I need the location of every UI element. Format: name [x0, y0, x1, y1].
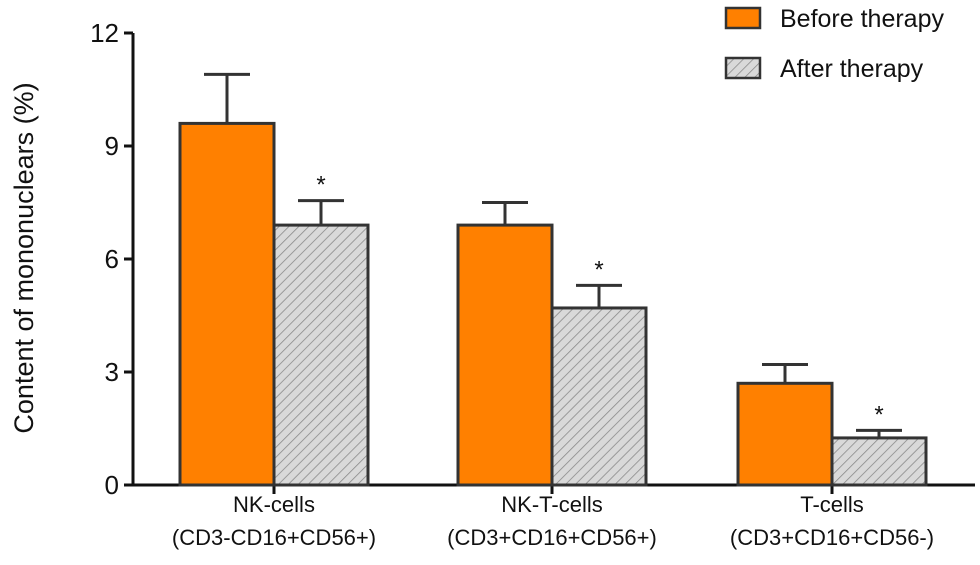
x-tick-sublabel: (CD3-CD16+CD56+) [172, 525, 376, 550]
bar-before [456, 223, 554, 487]
x-tick-label: T-cells [800, 492, 864, 517]
y-axis-label: Content of mononuclears (%) [9, 82, 39, 433]
bar-after [830, 436, 928, 487]
bar-before [178, 121, 276, 487]
significance-marker: * [316, 172, 325, 199]
bar-before [736, 381, 834, 487]
x-tick-label: NK-cells [233, 492, 315, 517]
legend-swatch [724, 6, 762, 30]
y-tick-label: 6 [105, 244, 119, 274]
significance-marker: * [594, 256, 603, 283]
x-tick-sublabel: (CD3+CD16+CD56-) [730, 525, 934, 550]
legend-label: Before therapy [780, 5, 944, 33]
bar-after [550, 306, 648, 487]
significance-marker: * [874, 401, 883, 428]
x-tick-sublabel: (CD3+CD16+CD56+) [447, 525, 657, 550]
bar-after [272, 223, 370, 487]
y-tick-label: 12 [90, 18, 119, 48]
y-tick-label: 9 [105, 131, 119, 161]
x-tick-label: NK-T-cells [501, 492, 602, 517]
legend-label: After therapy [780, 55, 924, 83]
y-tick-label: 0 [105, 470, 119, 500]
legend-swatch [724, 56, 762, 80]
y-tick-label: 3 [105, 357, 119, 387]
